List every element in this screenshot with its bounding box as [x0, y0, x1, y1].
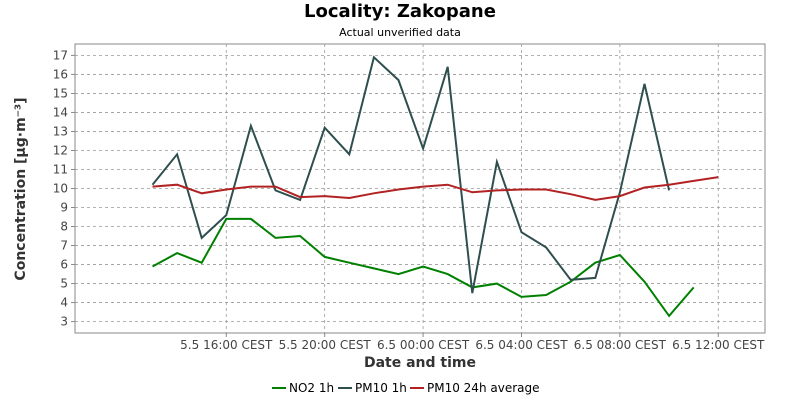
x-axis-ticks: 5.5 16:00 CEST 5.5 20:00 CEST 6.5 00:00 CE…	[180, 333, 765, 352]
y-tick-label: 11	[53, 162, 68, 176]
x-tick-label: 5.5 20:00 CEST	[279, 338, 372, 352]
y-tick-label: 16	[53, 67, 68, 81]
y-tick-label: 13	[53, 124, 68, 138]
x-axis-title: Date and time	[364, 355, 476, 371]
y-axis-title: Concentration [µg·m⁻³]	[13, 97, 29, 280]
x-tick-label: 6.5 00:00 CEST	[377, 338, 470, 352]
y-tick-label: 4	[60, 296, 68, 310]
x-tick-label: 5.5 16:00 CEST	[180, 338, 273, 352]
y-tick-label: 15	[53, 86, 68, 100]
y-tick-label: 14	[53, 105, 68, 119]
y-tick-label: 12	[53, 143, 68, 157]
series-line-0	[152, 217, 695, 318]
series-lines	[151, 55, 719, 318]
chart-title: Locality: Zakopane	[304, 1, 496, 22]
y-axis-ticks: 3 4 5 6 7 8 9 10 11 12 13 14 15 16 17	[53, 48, 75, 329]
x-tick-label: 6.5 04:00 CEST	[475, 338, 568, 352]
legend-item-1: PM10 1h	[338, 381, 407, 395]
x-tick-label: 6.5 12:00 CEST	[672, 338, 765, 352]
series-line-2	[152, 176, 719, 201]
y-tick-label: 9	[60, 201, 68, 215]
legend-item-0: NO2 1h	[272, 381, 334, 395]
legend-label: PM10 24h average	[427, 381, 540, 395]
y-tick-label: 6	[60, 258, 68, 272]
series-line-1	[151, 55, 671, 294]
legend-item-2: PM10 24h average	[410, 381, 540, 395]
y-tick-label: 10	[53, 182, 68, 196]
y-tick-label: 5	[60, 277, 68, 291]
chart-subtitle: Actual unverified data	[339, 26, 461, 39]
y-tick-label: 7	[60, 239, 68, 253]
y-tick-label: 17	[53, 48, 68, 62]
legend-label: PM10 1h	[355, 381, 407, 395]
x-tick-label: 6.5 08:00 CEST	[574, 338, 667, 352]
legend-label: NO2 1h	[289, 381, 334, 395]
grid	[75, 44, 765, 333]
y-tick-label: 3	[60, 315, 68, 329]
y-tick-label: 8	[60, 220, 68, 234]
legend: NO2 1h PM10 1h PM10 24h average	[272, 381, 540, 395]
